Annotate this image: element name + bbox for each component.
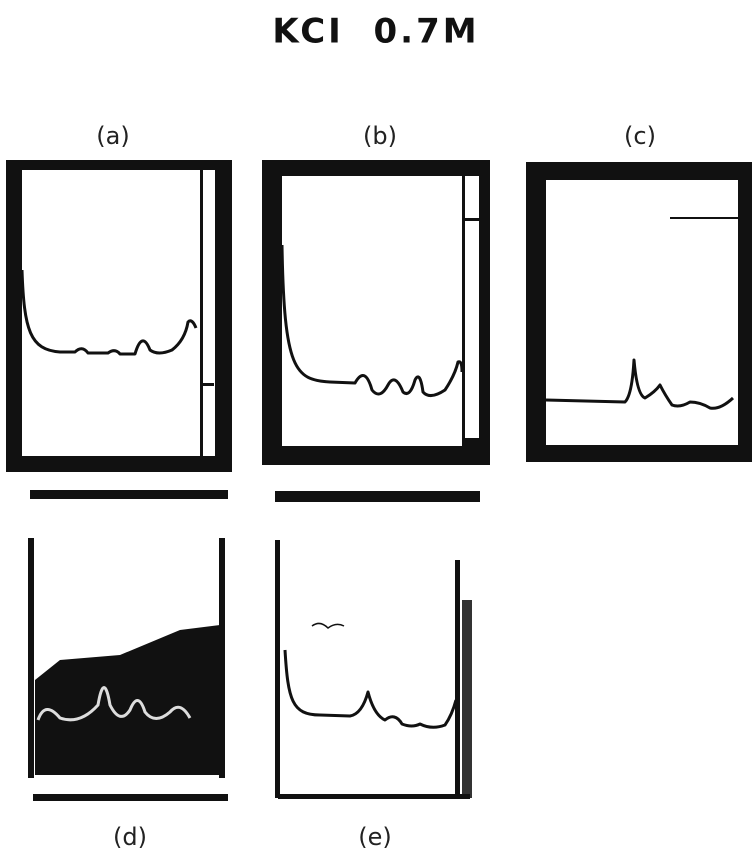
panel-a [6, 160, 232, 499]
panel-e [275, 540, 472, 799]
panel-label: (b) [363, 122, 397, 150]
panel-label: (a) [96, 122, 129, 150]
panel-c [526, 162, 752, 462]
panel-label: (e) [358, 823, 392, 851]
panel-b [262, 160, 490, 502]
panel-label: (c) [624, 122, 656, 150]
panel-d [28, 538, 228, 801]
figure-title: KCI 0.7M [272, 12, 479, 52]
panel-label: (d) [113, 823, 147, 851]
